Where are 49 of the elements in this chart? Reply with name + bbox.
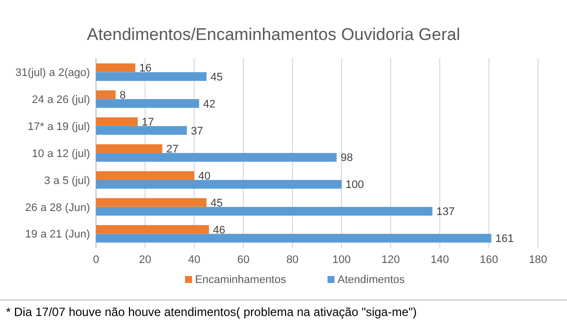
bar [96,153,337,162]
bar [96,117,138,126]
y-tick-label: 10 a 12 (jul) [32,148,90,160]
data-label: 16 [139,62,152,75]
data-label: 98 [340,152,353,164]
data-label: 45 [210,71,223,84]
data-label: 37 [190,125,204,138]
x-tick-label: 20 [138,254,152,266]
bar [96,63,136,72]
data-label: 45 [210,197,223,210]
bar [96,72,206,81]
data-label: 137 [436,206,455,218]
data-label: 40 [198,170,210,182]
bar [96,126,187,135]
x-tick-label: 160 [480,254,498,266]
bar [96,206,432,216]
data-label: 100 [346,179,364,192]
bar [96,180,342,189]
data-label: 46 [212,224,226,236]
x-tick-label: 100 [332,254,351,266]
data-label: 42 [203,98,216,110]
bar [96,144,162,153]
bar [96,198,206,207]
y-tick-label: 31(jul) a 2(ago) [15,67,90,79]
bar [96,90,116,100]
legend-label: Atendimentos [338,274,406,286]
bar [96,234,492,243]
data-label: 161 [495,233,514,246]
bar [96,99,200,108]
data-label: 17 [142,116,154,129]
x-tick-label: 0 [92,254,100,266]
y-tick-label: 24 a 26 (jul) [32,94,90,106]
bar [96,171,194,180]
text: * Dia 17/07 houve não houve atendimentos( problema na ativação "siga-me") [6,305,417,319]
x-tick-label: 120 [381,254,400,266]
legend-label: Encaminhamentos [195,274,287,286]
x-tick-label: 140 [430,254,449,266]
chart-title: Atendimentos/Encaminhamentos Ouvidoria Geral [86,25,460,44]
x-tick-label: 80 [286,254,299,266]
y-tick-label: 3 a 5 (jul) [44,174,90,187]
data-label: 27 [166,143,179,156]
bar [96,225,209,234]
y-tick-label: 26 a 28 (Jun) [25,202,90,214]
data-label: 8 [120,90,126,102]
x-tick-label: 60 [237,254,250,266]
x-tick-label: 180 [528,254,548,266]
y-tick-label: 17* a 19 (jul) [28,120,90,133]
y-tick-label: 19 a 21 (Jun) [25,228,90,241]
x-tick-label: 40 [188,254,200,266]
